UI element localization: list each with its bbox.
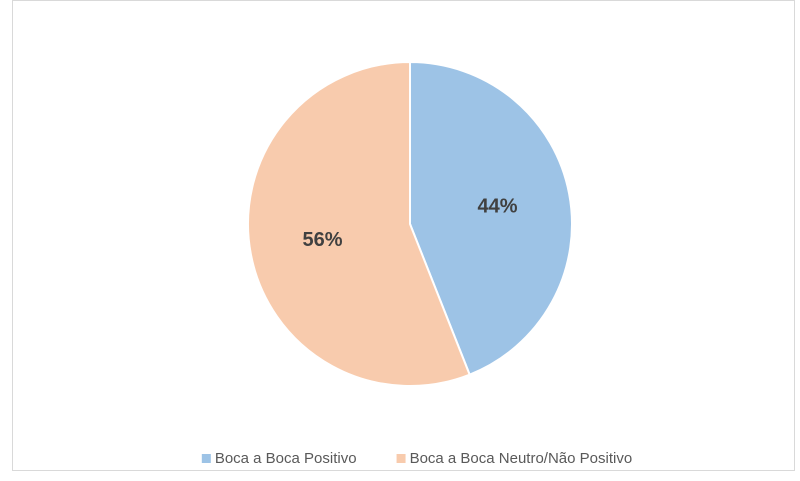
legend-swatch — [396, 454, 406, 463]
legend-label: Boca a Boca Neutro/Não Positivo — [410, 450, 633, 467]
legend-label: Boca a Boca Positivo — [215, 450, 357, 467]
value-label: 44% — [478, 196, 518, 218]
value-label: 56% — [302, 229, 342, 251]
pie-slice — [409, 60, 573, 376]
pie-slice — [247, 60, 471, 387]
legend-swatch — [201, 454, 211, 463]
